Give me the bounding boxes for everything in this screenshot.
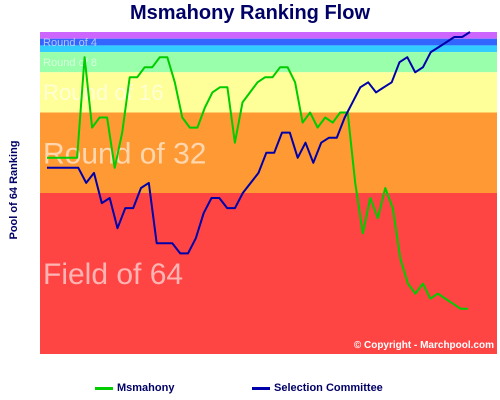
series-line-msmahony bbox=[47, 56, 468, 310]
band-round-of-4-0 bbox=[40, 32, 497, 39]
copyright-watermark: © Copyright - Marchpool.com bbox=[353, 340, 494, 351]
band-round-of-8 bbox=[40, 52, 497, 73]
legend: Msmahony Selection Committee bbox=[0, 382, 500, 398]
band-round-of-4-1 bbox=[40, 38, 497, 46]
legend-item-msmahony: Msmahony bbox=[95, 382, 174, 394]
band-round-of-16 bbox=[40, 72, 497, 113]
band-round-of-4-2 bbox=[40, 45, 497, 53]
legend-label-selection-committee: Selection Committee bbox=[274, 382, 383, 394]
band-label-round-of-32: Round of 32 bbox=[43, 137, 206, 170]
band-label-field-of-64: Field of 64 bbox=[43, 258, 183, 291]
legend-label-msmahony: Msmahony bbox=[117, 382, 175, 394]
legend-swatch-msmahony bbox=[95, 386, 113, 390]
band-label-round-of-4: Round of 4 bbox=[43, 37, 97, 49]
legend-item-selection-committee: Selection Committee bbox=[252, 382, 383, 394]
band-label-round-of-16: Round of 16 bbox=[43, 80, 164, 105]
band-label-round-of-8: Round of 8 bbox=[43, 57, 97, 69]
chart-title: Msmahony Ranking Flow bbox=[129, 2, 371, 24]
legend-swatch-selection-committee bbox=[252, 386, 270, 390]
series-line-selection-committee bbox=[47, 31, 471, 255]
